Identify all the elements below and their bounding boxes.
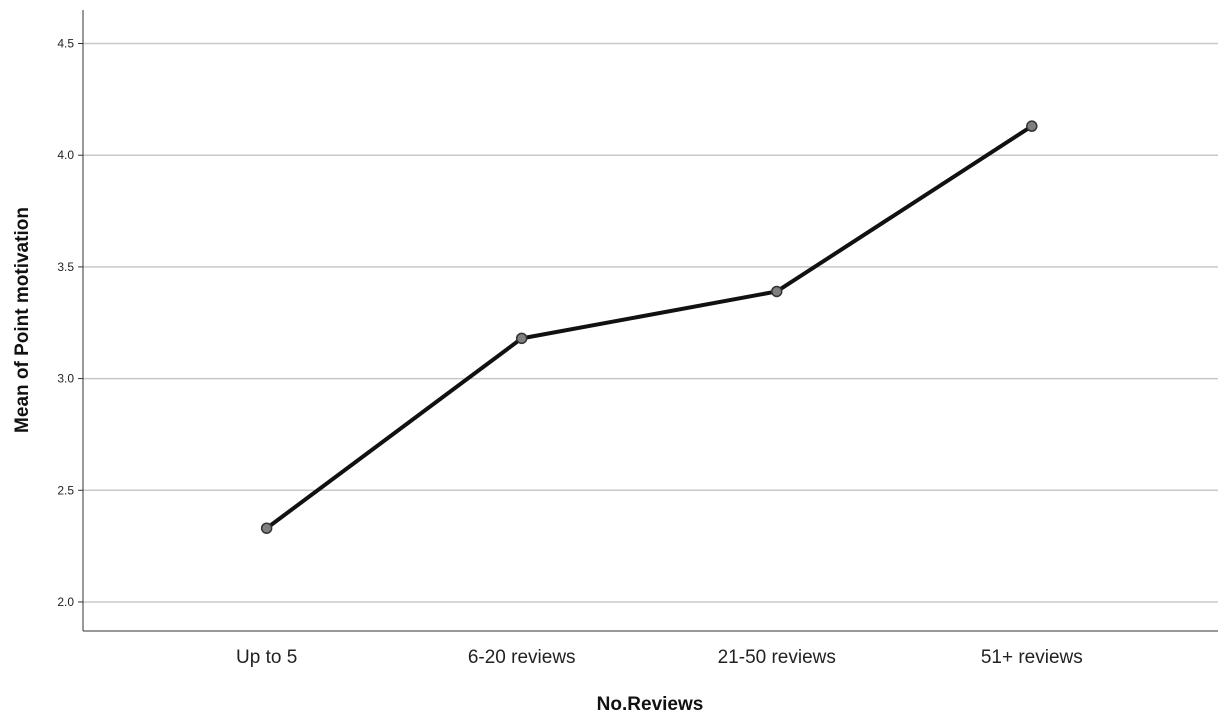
series-line xyxy=(264,124,1034,531)
x-tick-label: 6-20 reviews xyxy=(468,647,576,668)
data-point xyxy=(260,522,273,534)
y-tick-label: 4.5 xyxy=(57,37,74,51)
y-tick-label: 2.5 xyxy=(57,483,74,497)
y-axis-title: Mean of Point motivation xyxy=(12,207,33,433)
data-point xyxy=(771,285,783,298)
data-point xyxy=(1026,120,1038,132)
gridlines xyxy=(83,42,1218,603)
y-tick-label: 4.0 xyxy=(57,148,74,162)
x-tick-label: 51+ reviews xyxy=(981,647,1083,668)
y-tick-label: 3.5 xyxy=(57,260,74,274)
data-point xyxy=(515,332,528,345)
y-tick-label: 2.0 xyxy=(57,595,74,609)
series-line-group xyxy=(260,120,1038,534)
x-tick-label: Up to 5 xyxy=(236,647,297,668)
x-axis-title: No.Reviews xyxy=(597,694,704,715)
x-tick-label: 21-50 reviews xyxy=(718,647,836,668)
y-axis-ticks: 2.0 2.5 3.0 3.5 4.0 4.5 xyxy=(57,37,83,609)
y-tick-label: 3.0 xyxy=(57,372,74,386)
x-axis-ticks: Up to 5 6-20 reviews 21-50 reviews 51+ revi… xyxy=(236,647,1083,668)
